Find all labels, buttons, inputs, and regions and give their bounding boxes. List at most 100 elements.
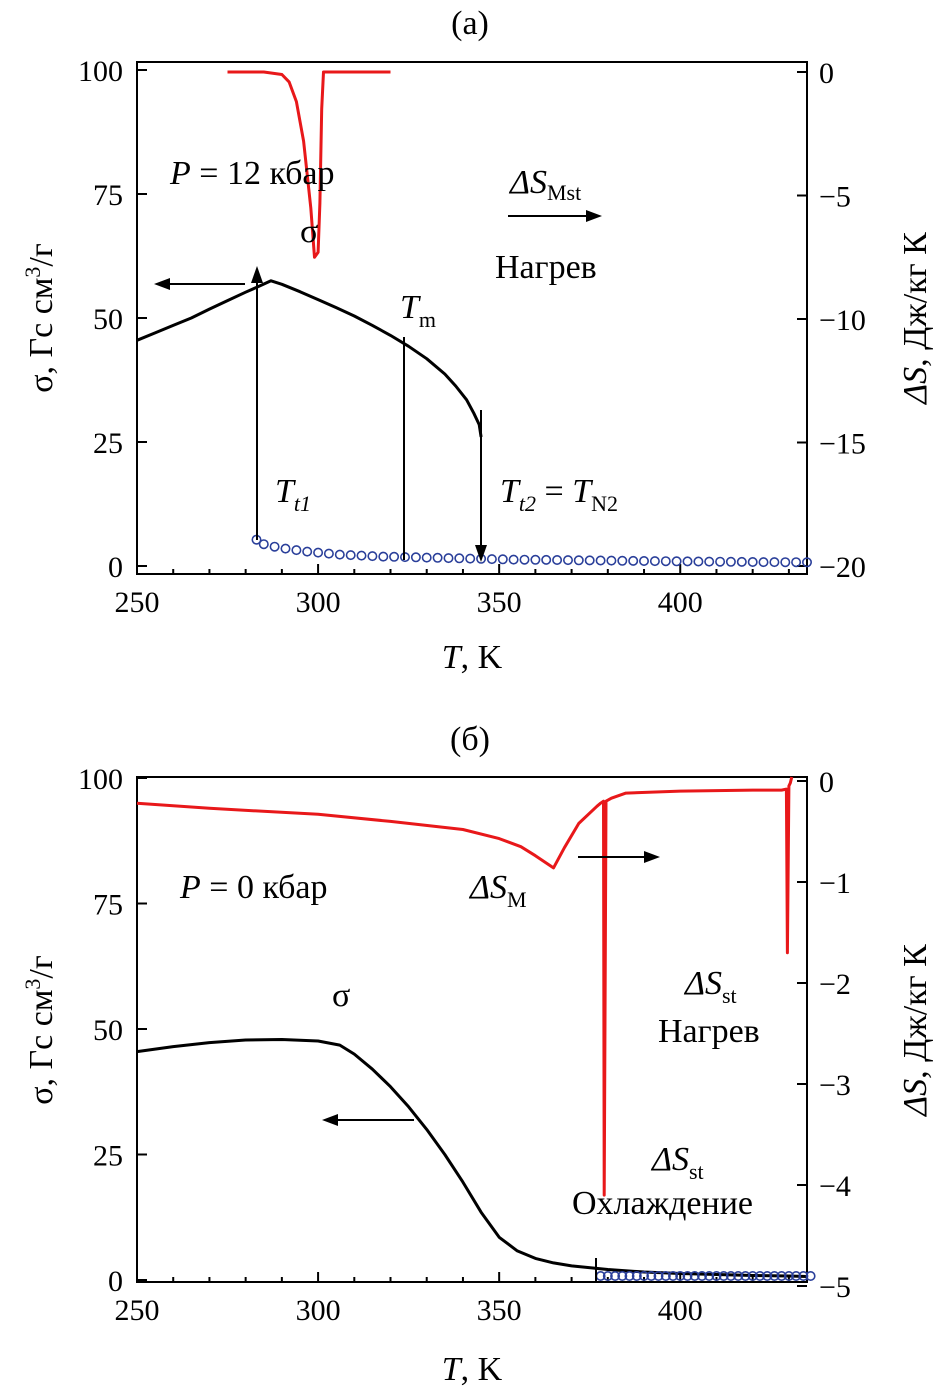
data-point-marker bbox=[530, 554, 541, 565]
data-point-marker bbox=[595, 555, 606, 566]
data-point-marker bbox=[769, 557, 780, 568]
x-tick-label: 400 bbox=[658, 1294, 703, 1327]
data-point-marker bbox=[443, 553, 454, 564]
panel-a-ticks: 250 300 350 400 0 25 50 75 100 0 −5 −10 −15 −20 bbox=[78, 55, 866, 619]
panel-b-ylabel-right: ΔS, Дж/кг К bbox=[897, 944, 934, 1118]
panel-b-dsst-heat-sym: ΔSst bbox=[683, 965, 737, 1008]
data-point-marker bbox=[704, 1271, 715, 1282]
panel-a-series bbox=[136, 70, 812, 568]
y-right-tick-label: 0 bbox=[819, 57, 834, 90]
data-point-marker bbox=[682, 556, 693, 567]
data-point-marker bbox=[646, 1271, 657, 1282]
x-tick-label: 250 bbox=[115, 586, 160, 619]
data-point-marker bbox=[454, 553, 465, 564]
panel-b-sigma-label: σ bbox=[332, 977, 350, 1014]
data-point-marker bbox=[780, 557, 791, 568]
data-point-marker bbox=[671, 556, 682, 567]
data-point-marker bbox=[660, 556, 671, 567]
data-point-marker bbox=[740, 1271, 751, 1282]
data-point-marker bbox=[725, 556, 736, 567]
panel-b-label: (б) bbox=[450, 721, 490, 758]
panel-a: (а) σ, Гс см3/г ΔS, Дж/кг К T, K 250 300 3… bbox=[20, 5, 935, 676]
y-right-tick-label: −4 bbox=[819, 1170, 851, 1203]
data-point-marker bbox=[258, 539, 269, 550]
panel-b-dsst-cool-sym: ΔSst bbox=[650, 1141, 704, 1184]
x-tick-label: 300 bbox=[296, 1294, 341, 1327]
data-point-marker bbox=[280, 543, 291, 554]
y-right-tick-label: −1 bbox=[819, 867, 851, 900]
data-point-marker bbox=[617, 555, 628, 566]
panel-b-ticks: 250 300 350 400 0 25 50 75 100 0 −1 −2 −3 −4 −5 bbox=[78, 763, 851, 1327]
data-point-marker bbox=[334, 549, 345, 560]
data-point-marker bbox=[291, 545, 302, 556]
delta-s-curve bbox=[227, 70, 391, 259]
data-point-marker bbox=[378, 551, 389, 562]
data-point-marker bbox=[667, 1271, 678, 1282]
tt1-arrowhead bbox=[251, 266, 263, 283]
x-tick-label: 350 bbox=[477, 586, 522, 619]
y-left-tick-label: 100 bbox=[78, 763, 123, 796]
panel-a-sigma-label: σ bbox=[300, 213, 318, 250]
y-left-tick-label: 25 bbox=[93, 427, 123, 460]
y-right-tick-label: −15 bbox=[819, 428, 866, 461]
y-right-tick-label: −2 bbox=[819, 968, 851, 1001]
panel-b-ylabel-left: σ, Гс см3/г bbox=[20, 955, 61, 1105]
data-point-marker bbox=[421, 552, 432, 563]
panel-b-heat-label: Нагрев bbox=[658, 1013, 760, 1050]
sigma-axis-arrowhead-b bbox=[322, 1114, 338, 1126]
data-point-marker bbox=[465, 553, 476, 564]
data-point-marker bbox=[367, 551, 378, 562]
data-point-marker bbox=[410, 552, 421, 563]
panel-b: (б) σ, Гс см3/г ΔS, Дж/кг К T, K 250 300 3… bbox=[20, 721, 935, 1388]
y-left-tick-label: 100 bbox=[78, 55, 123, 88]
data-point-marker bbox=[769, 1271, 780, 1282]
data-point-marker bbox=[776, 1271, 787, 1282]
data-point-marker bbox=[675, 1271, 686, 1282]
data-point-marker bbox=[649, 556, 660, 567]
data-point-marker bbox=[638, 555, 649, 566]
data-point-marker bbox=[584, 555, 595, 566]
data-point-marker bbox=[733, 1271, 744, 1282]
data-point-marker bbox=[302, 546, 313, 557]
data-point-marker bbox=[791, 1271, 802, 1282]
data-point-marker bbox=[389, 551, 400, 562]
y-left-tick-label: 50 bbox=[93, 1014, 123, 1047]
data-point-marker bbox=[345, 550, 356, 561]
data-point-marker bbox=[519, 554, 530, 565]
data-point-marker bbox=[602, 1271, 613, 1282]
panel-a-xlabel: T, K bbox=[442, 639, 503, 676]
data-point-marker bbox=[638, 1271, 649, 1282]
y-right-tick-label: 0 bbox=[819, 766, 834, 799]
x-tick-label: 300 bbox=[296, 586, 341, 619]
data-point-marker bbox=[682, 1271, 693, 1282]
panel-b-dsm-label: ΔSM bbox=[468, 869, 527, 912]
y-left-tick-label: 0 bbox=[108, 551, 123, 584]
data-point-marker bbox=[624, 1271, 635, 1282]
ds-axis-arrowhead-b bbox=[644, 851, 660, 863]
x-tick-label: 350 bbox=[477, 1294, 522, 1327]
data-point-marker bbox=[508, 554, 519, 565]
y-right-tick-label: −5 bbox=[819, 1271, 851, 1304]
data-point-marker bbox=[323, 548, 334, 559]
data-point-marker bbox=[541, 554, 552, 565]
panel-b-cool-label: Охлаждение bbox=[572, 1185, 753, 1222]
ds-axis-arrowhead bbox=[586, 210, 602, 222]
sigma-curve bbox=[136, 279, 483, 438]
data-point-marker bbox=[606, 555, 617, 566]
data-point-marker bbox=[718, 1271, 729, 1282]
data-point-marker bbox=[762, 1271, 773, 1282]
panel-a-label: (а) bbox=[451, 5, 489, 42]
sigma-curve bbox=[136, 1038, 808, 1278]
data-point-marker bbox=[798, 1271, 809, 1282]
data-point-marker bbox=[747, 1271, 758, 1282]
data-point-marker bbox=[356, 550, 367, 561]
x-tick-label: 400 bbox=[658, 586, 703, 619]
data-point-marker bbox=[689, 1271, 700, 1282]
y-left-tick-label: 50 bbox=[93, 303, 123, 336]
data-point-marker bbox=[486, 554, 497, 565]
data-point-marker bbox=[573, 555, 584, 566]
data-point-marker bbox=[711, 1271, 722, 1282]
panel-a-pressure: P = 12 кбар bbox=[169, 155, 335, 192]
data-point-marker bbox=[783, 1271, 794, 1282]
data-point-marker bbox=[653, 1271, 664, 1282]
